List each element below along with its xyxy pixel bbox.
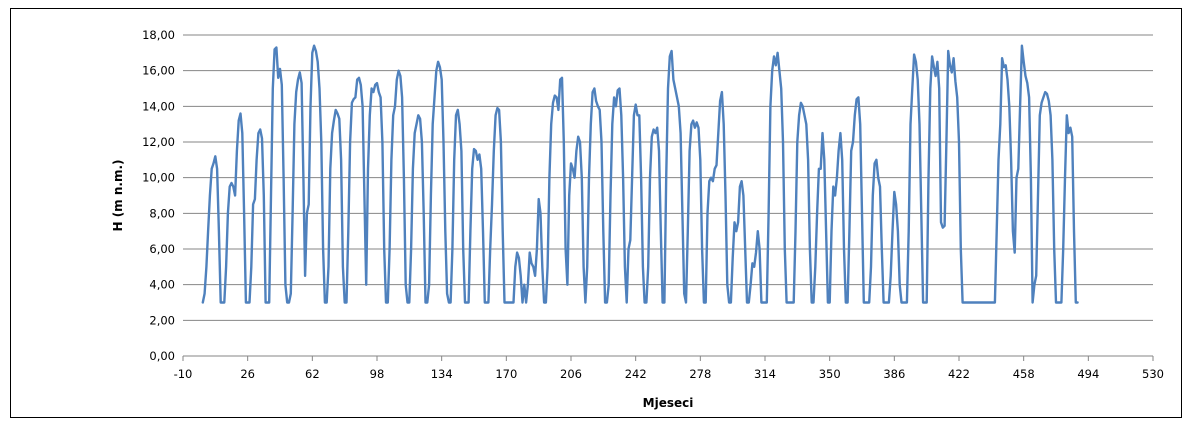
y-tick-label: 18,00: [142, 28, 175, 42]
x-tick-label: 170: [495, 367, 517, 381]
y-tick-label: 6,00: [149, 242, 175, 256]
x-tick-label: 206: [560, 367, 582, 381]
y-tick-label: 16,00: [142, 64, 175, 78]
y-tick-label: 0,00: [149, 349, 175, 363]
x-axis-title: Mjeseci: [643, 396, 694, 410]
y-tick-label: 8,00: [149, 206, 175, 220]
x-tick-label: 62: [305, 367, 320, 381]
x-axis-ticks: -10 26 62 98 134 170 206 242 278 314 350 386 422 458 4…: [174, 356, 1164, 381]
series-line: [201, 44, 1079, 304]
x-tick-label: 458: [1013, 367, 1035, 381]
x-tick-label: 350: [819, 367, 841, 381]
y-tick-label: 4,00: [149, 278, 175, 292]
y-axis-title: H (m n.m.): [111, 159, 125, 231]
x-tick-label: 386: [883, 367, 905, 381]
y-tick-label: 10,00: [142, 171, 175, 185]
x-tick-label: 242: [625, 367, 647, 381]
x-tick-label: 26: [240, 367, 255, 381]
x-tick-label: 314: [754, 367, 776, 381]
y-tick-label: 14,00: [142, 99, 175, 113]
y-tick-label: 2,00: [149, 313, 175, 327]
y-axis-ticks: 0,00 2,00 4,00 6,00 8,00 10,00 12,00 14,00 16,00…: [142, 28, 175, 363]
x-tick-label: 134: [431, 367, 453, 381]
x-tick-label: 422: [948, 367, 970, 381]
y-tick-label: 12,00: [142, 135, 175, 149]
x-tick-label: 494: [1077, 367, 1099, 381]
x-tick-label: 278: [689, 367, 711, 381]
x-tick-label: 530: [1142, 367, 1164, 381]
x-tick-label: -10: [174, 367, 193, 381]
x-tick-label: 98: [370, 367, 385, 381]
